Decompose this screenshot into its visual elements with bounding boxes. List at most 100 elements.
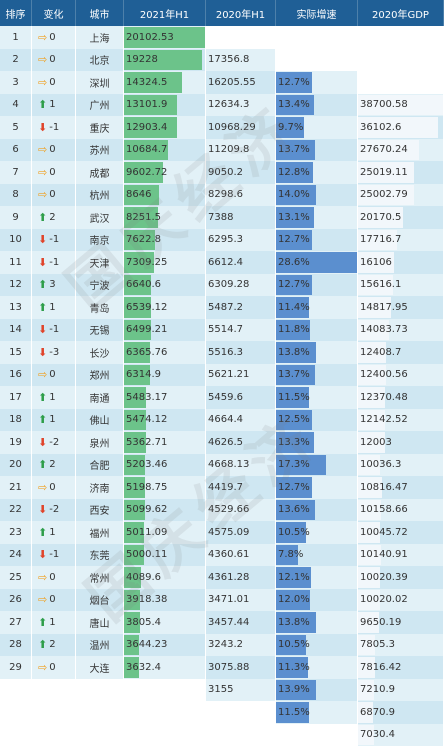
- cell-text: 11.3%: [278, 662, 310, 673]
- cell-text: 10968.29: [208, 122, 256, 133]
- change-cell: ⬆1: [32, 521, 76, 544]
- cell-text: 10140.91: [360, 549, 408, 560]
- column-header: 2020年GDP: [358, 0, 444, 26]
- cell-text: 6365.76: [126, 347, 167, 358]
- rank-cell: 29: [0, 656, 32, 679]
- h1-2021-cell: 14324.5: [124, 71, 206, 94]
- city-cell: 南通: [76, 386, 124, 409]
- h1-2021-cell: 7309.25: [124, 251, 206, 274]
- h1-2021-cell: 6314.9: [124, 364, 206, 387]
- change-cell: ⬆1: [32, 94, 76, 117]
- cell-text: 11.4%: [278, 302, 310, 313]
- city-cell: 南京: [76, 229, 124, 252]
- cell-text: 12003: [360, 437, 392, 448]
- cell-text: 20: [9, 459, 22, 470]
- city-cell: 泉州: [76, 431, 124, 454]
- cell-text: 36102.6: [360, 122, 401, 133]
- cell-text: -1: [49, 549, 59, 560]
- cell-text: 6870.9: [360, 707, 395, 718]
- cell-text: 15616.1: [360, 279, 401, 290]
- rank-cell: 1: [0, 26, 32, 49]
- cell-text: 4529.66: [208, 504, 249, 515]
- cell-text: 9: [12, 212, 18, 223]
- cell-text: 10: [9, 234, 22, 245]
- rank-cell: 5: [0, 116, 32, 139]
- column-header: 城市: [76, 0, 124, 26]
- cell-text: 29: [9, 662, 22, 673]
- cell-text: 19: [9, 437, 22, 448]
- cell-text: 10.5%: [278, 527, 310, 538]
- cell-text: 7805.3: [360, 639, 395, 650]
- cell-text: 28: [9, 639, 22, 650]
- gdp-2020-cell: 7210.9: [358, 679, 444, 702]
- city-cell: 长沙: [76, 341, 124, 364]
- city-cell: 唐山: [76, 611, 124, 634]
- change-cell: ⬆1: [32, 296, 76, 319]
- cell-text: 3075.88: [208, 662, 249, 673]
- cell-text: 7388: [208, 212, 233, 223]
- cell-text: 12.7%: [278, 482, 310, 493]
- cell-text: 11.5%: [278, 392, 310, 403]
- cell-text: 7309.25: [126, 257, 167, 268]
- cell-text: 12.7%: [278, 279, 310, 290]
- arrow-up-icon: ⬆: [38, 278, 47, 291]
- cell-text: 1: [49, 527, 55, 538]
- change-cell: ⬆1: [32, 409, 76, 432]
- cell-text: 成都: [90, 165, 110, 180]
- column-header: 2020年H1: [206, 0, 276, 26]
- rank-cell: 13: [0, 296, 32, 319]
- change-cell: ⬇-1: [32, 319, 76, 342]
- city-cell: 无锡: [76, 319, 124, 342]
- cell-text: 5000.11: [126, 549, 167, 560]
- cell-text: 1: [49, 414, 55, 425]
- cell-text: 4: [12, 99, 18, 110]
- rank-cell: 20: [0, 454, 32, 477]
- cell-text: 4360.61: [208, 549, 249, 560]
- cell-text: 13.7%: [278, 369, 310, 380]
- cell-text: 3155: [208, 684, 233, 695]
- cell-text: 3: [12, 77, 18, 88]
- cell-text: 18: [9, 414, 22, 425]
- city-cell: 郑州: [76, 364, 124, 387]
- city-cell: 重庆: [76, 116, 124, 139]
- rank-cell: 4: [0, 94, 32, 117]
- city-cell: 西安: [76, 499, 124, 522]
- cell-text: 1: [49, 392, 55, 403]
- cell-text: 5459.6: [208, 392, 243, 403]
- city-cell: 武汉: [76, 206, 124, 229]
- change-cell: ⬇-1: [32, 544, 76, 567]
- h1-2021-cell: 5483.17: [124, 386, 206, 409]
- h1-2021-cell: 5099.62: [124, 499, 206, 522]
- cell-text: 13.8%: [278, 617, 310, 628]
- cell-text: 0: [49, 32, 55, 43]
- column-header: 排序: [0, 0, 32, 26]
- rank-cell: 10: [0, 229, 32, 252]
- rank-cell: 15: [0, 341, 32, 364]
- column-header: 2021年H1: [124, 0, 206, 26]
- rank-cell: 17: [0, 386, 32, 409]
- arrow-right-icon: ⇨: [38, 53, 47, 66]
- cell-text: 上海: [90, 30, 110, 45]
- cell-text: 佛山: [90, 412, 110, 427]
- cell-text: -1: [49, 122, 59, 133]
- arrow-down-icon: ⬇: [38, 548, 47, 561]
- change-cell: ⬇-1: [32, 116, 76, 139]
- cell-text: 唐山: [90, 615, 110, 630]
- cell-text: 2: [49, 212, 55, 223]
- cell-text: 12: [9, 279, 22, 290]
- cell-text: 12370.48: [360, 392, 408, 403]
- rank-cell: 9: [0, 206, 32, 229]
- cell-text: 6499.21: [126, 324, 167, 335]
- rank-cell: 24: [0, 544, 32, 567]
- cell-text: 5011.09: [126, 527, 167, 538]
- city-cell: 青岛: [76, 296, 124, 319]
- h1-2021-cell: 5198.75: [124, 476, 206, 499]
- change-cell: ⬇-3: [32, 341, 76, 364]
- city-cell: 烟台: [76, 589, 124, 612]
- change-cell: ⇨0: [32, 476, 76, 499]
- cell-text: 常州: [90, 570, 110, 585]
- cell-text: 0: [49, 482, 55, 493]
- cell-text: 6295.3: [208, 234, 243, 245]
- change-cell: ⇨0: [32, 71, 76, 94]
- cell-text: 重庆: [90, 120, 110, 135]
